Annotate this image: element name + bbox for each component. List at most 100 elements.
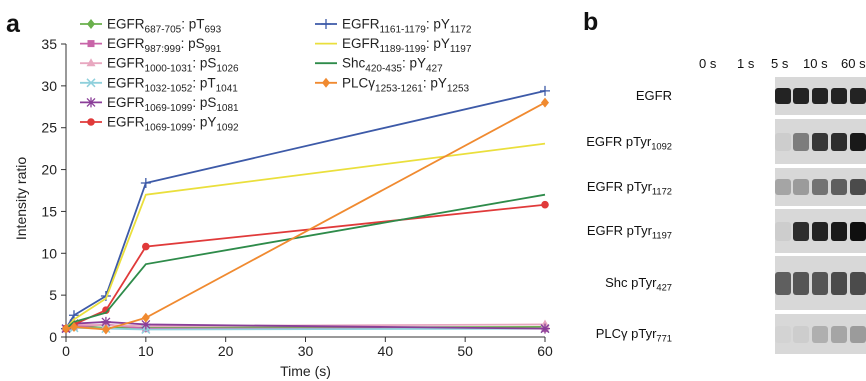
x-tick-label: 0 bbox=[62, 343, 70, 359]
legend-marker bbox=[87, 118, 95, 126]
y-axis-label: Intensity ratio bbox=[13, 157, 29, 240]
legend-marker bbox=[321, 19, 331, 29]
legend-label: EGFR687-705: pT693 bbox=[107, 17, 222, 36]
y-tick-label: 5 bbox=[49, 287, 57, 303]
line-chart: 0 10 20 30 40 50 60 0 5 10 15 20 25 30 35 Time (s) Inten… bbox=[13, 17, 553, 380]
blot-band bbox=[775, 326, 791, 343]
blot-row-label-subscript: 1092 bbox=[651, 141, 672, 152]
blot-band bbox=[793, 222, 809, 241]
blot-strip bbox=[775, 77, 866, 115]
blot-band bbox=[850, 272, 866, 295]
blot-band bbox=[812, 132, 828, 152]
legend-marker bbox=[87, 19, 95, 29]
x-tick-label: 10 bbox=[138, 343, 154, 359]
series-line bbox=[65, 142, 546, 330]
legend-label: PLCγ1253-1261: pY1253 bbox=[342, 75, 470, 94]
y-tick-label: 15 bbox=[41, 203, 57, 219]
data-point bbox=[541, 200, 549, 209]
y-tick-label: 25 bbox=[41, 120, 57, 136]
legend-marker bbox=[87, 40, 95, 48]
blot-band bbox=[831, 132, 847, 152]
x-tick-label: 50 bbox=[457, 343, 473, 359]
blot-band bbox=[831, 179, 847, 196]
x-tick-label: 20 bbox=[218, 343, 234, 359]
blot-row-label: EGFR pTyr1172 bbox=[587, 179, 672, 197]
data-point bbox=[541, 97, 549, 108]
blot-row-label: EGFR pTyr1197 bbox=[587, 223, 672, 241]
blot-strip bbox=[775, 209, 866, 253]
lane-header: 1 s bbox=[737, 56, 755, 71]
panel-b-label: b bbox=[583, 8, 599, 36]
blot-band bbox=[775, 132, 791, 152]
blot-band bbox=[793, 326, 809, 343]
blot-row-label: EGFR bbox=[636, 88, 672, 103]
blot-row-label: Shc pTyr427 bbox=[605, 275, 672, 293]
blot-band bbox=[775, 179, 791, 196]
blot-row-label: PLCγ pTyr771 bbox=[596, 326, 672, 344]
blot-band bbox=[812, 179, 828, 196]
blot-row-label: EGFR pTyr1092 bbox=[586, 134, 672, 152]
data-point bbox=[142, 242, 150, 251]
blot-band bbox=[775, 88, 791, 105]
blot-band bbox=[775, 222, 791, 241]
lane-header: 60 s bbox=[841, 56, 866, 71]
y-tick-label: 20 bbox=[41, 162, 57, 178]
blot-band bbox=[812, 88, 828, 105]
data-point bbox=[141, 312, 150, 323]
blot-strip bbox=[775, 314, 866, 354]
blot-band bbox=[812, 272, 828, 295]
blot-band bbox=[812, 222, 828, 241]
legend-label: Shc420-435: pY427 bbox=[342, 56, 443, 75]
x-tick-label: 30 bbox=[298, 343, 314, 359]
blot-band bbox=[850, 88, 866, 105]
x-axis-label: Time (s) bbox=[280, 363, 331, 379]
blot-band bbox=[850, 326, 866, 343]
blot-band bbox=[775, 272, 791, 295]
blot-strip bbox=[775, 119, 866, 164]
blot-band bbox=[812, 326, 828, 343]
blot-band bbox=[831, 272, 847, 295]
data-point bbox=[69, 321, 78, 332]
blot-band bbox=[793, 132, 809, 152]
blot-strip bbox=[775, 168, 866, 206]
legend-label: EGFR1161-1179: pY1172 bbox=[342, 17, 472, 36]
legend-label: EGFR1069-1099: pS1081 bbox=[107, 95, 239, 114]
blot-band bbox=[793, 88, 809, 105]
x-tick-label: 60 bbox=[537, 343, 553, 359]
y-tick-label: 35 bbox=[41, 36, 57, 52]
blot-row-label-text: EGFR pTyr bbox=[586, 223, 652, 238]
data-point bbox=[140, 319, 151, 330]
blot-row-label-subscript: 771 bbox=[656, 333, 672, 344]
legend-label: EGFR1069-1099: pY1092 bbox=[107, 115, 239, 134]
blot-band bbox=[850, 222, 866, 241]
legend-marker bbox=[86, 58, 96, 67]
panel-a-label: a bbox=[6, 10, 20, 38]
blot-band bbox=[831, 326, 847, 343]
data-point bbox=[540, 85, 550, 96]
lane-header: 0 s bbox=[699, 56, 717, 71]
lane-header: 5 s bbox=[771, 56, 789, 71]
blot-band bbox=[850, 132, 866, 152]
legend-marker bbox=[322, 77, 330, 88]
series-line bbox=[65, 193, 546, 330]
blot-row-label-text: EGFR pTyr bbox=[586, 179, 652, 194]
blot-band bbox=[831, 88, 847, 105]
legend-label: EGFR1189-1199: pY1197 bbox=[342, 36, 472, 55]
legend-label: EGFR1032-1052: pT1041 bbox=[107, 75, 238, 94]
blot-row-label-subscript: 1172 bbox=[651, 186, 672, 197]
legend-label: EGFR987:999: pS991 bbox=[107, 36, 222, 55]
blot-band bbox=[850, 179, 866, 196]
blot-row-label-subscript: 427 bbox=[656, 282, 672, 293]
blot-row-label-text: PLCγ pTyr bbox=[595, 326, 657, 341]
data-point bbox=[62, 323, 70, 334]
x-tick-label: 40 bbox=[378, 343, 394, 359]
legend-label: EGFR1000-1031: pS1026 bbox=[107, 56, 239, 75]
blot-band bbox=[831, 222, 847, 241]
legend-marker bbox=[86, 97, 96, 108]
y-tick-label: 10 bbox=[41, 245, 57, 261]
legend-marker bbox=[86, 78, 96, 88]
data-point bbox=[540, 323, 550, 334]
lane-header: 10 s bbox=[803, 56, 828, 71]
blot-row-label-text: EGFR bbox=[635, 88, 672, 103]
